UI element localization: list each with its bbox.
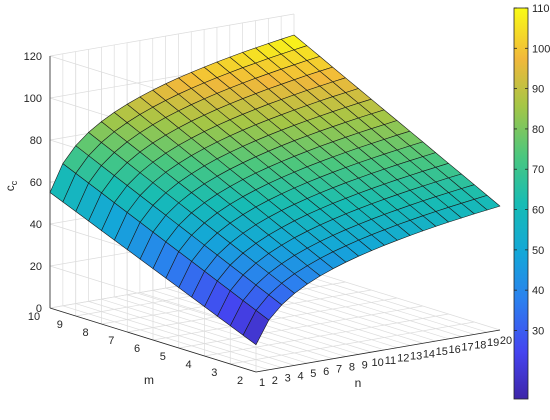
colorbar-tick-label: 50 [532,245,544,257]
n-tick-label: 5 [310,368,316,380]
colorbar-tick-label: 90 [532,84,544,96]
z-tick-label: 120 [24,51,42,63]
m-tick-label: 2 [237,375,243,387]
n-axis-label: n [355,376,362,390]
m-tick-label: 3 [211,367,217,379]
colorbar-tick-label: 80 [532,124,544,136]
n-tick-label: 15 [436,346,448,358]
n-tick-label: 4 [297,370,303,382]
axes: 1 2 3 4 5 6 7 8 9 10 11 12 13 14 15 16 17 18 19 20234567891… [3,51,512,390]
m-tick-label: 9 [57,319,63,331]
n-tick-label: 14 [423,348,435,360]
n-tick-label: 2 [272,375,278,387]
n-axis-line [255,329,501,373]
n-tick-label: 11 [385,355,396,367]
z-tick-label: 40 [30,219,42,231]
z-axis-label-subscript: c [9,180,19,185]
z-tick-label: 0 [36,303,42,315]
n-tick-label: 3 [285,373,291,385]
m-tick-label: 5 [160,351,166,363]
m-tick-label: 6 [134,343,140,355]
n-tick-label: 8 [349,362,355,374]
m-tick-label: 10 [28,311,40,323]
z-tick-label: 60 [30,177,42,189]
grid-line [204,313,449,357]
surface-patch [242,310,270,346]
z-tick-label: 20 [30,261,42,273]
colorbar-bar [513,7,529,400]
grid-line [178,305,423,349]
colorbar-tick-label: 60 [532,205,544,217]
m-tick-label: 8 [82,327,88,339]
surface [49,34,501,346]
n-tick-label: 16 [449,344,461,356]
z-tick-label: 100 [24,93,42,105]
m-tick-label: 7 [108,335,114,347]
grid-line [230,321,475,365]
n-tick-label: 18 [474,339,486,351]
colorbar-tick-label: 100 [532,43,550,55]
n-tick-label: 9 [362,359,368,371]
n-tick-label: 19 [487,337,499,349]
colorbar: 30 40 50 60 70 80 90 100 110 [513,3,550,400]
colorbar-tick-label: 30 [532,325,544,337]
n-tick-label: 17 [461,342,473,354]
n-tick-label: 20 [500,335,512,347]
z-axis-label: cc [3,180,19,191]
n-tick-label: 13 [410,350,422,362]
n-tick-label: 1 [259,377,265,389]
colorbar-tick-label: 110 [532,3,550,15]
m-axis-label: m [144,373,154,387]
n-tick-label: 10 [371,357,383,369]
colorbar-tick-label: 40 [532,285,544,297]
grid-line [152,297,398,341]
m-tick-label: 4 [185,359,191,371]
grid-line [49,13,295,57]
z-tick-label: 80 [30,135,42,147]
colorbar-tick-label: 70 [532,164,544,176]
n-tick-label: 6 [323,366,329,378]
m-axis-line [49,307,257,373]
n-tick-label: 7 [336,364,342,376]
n-tick-label: 12 [397,353,409,365]
